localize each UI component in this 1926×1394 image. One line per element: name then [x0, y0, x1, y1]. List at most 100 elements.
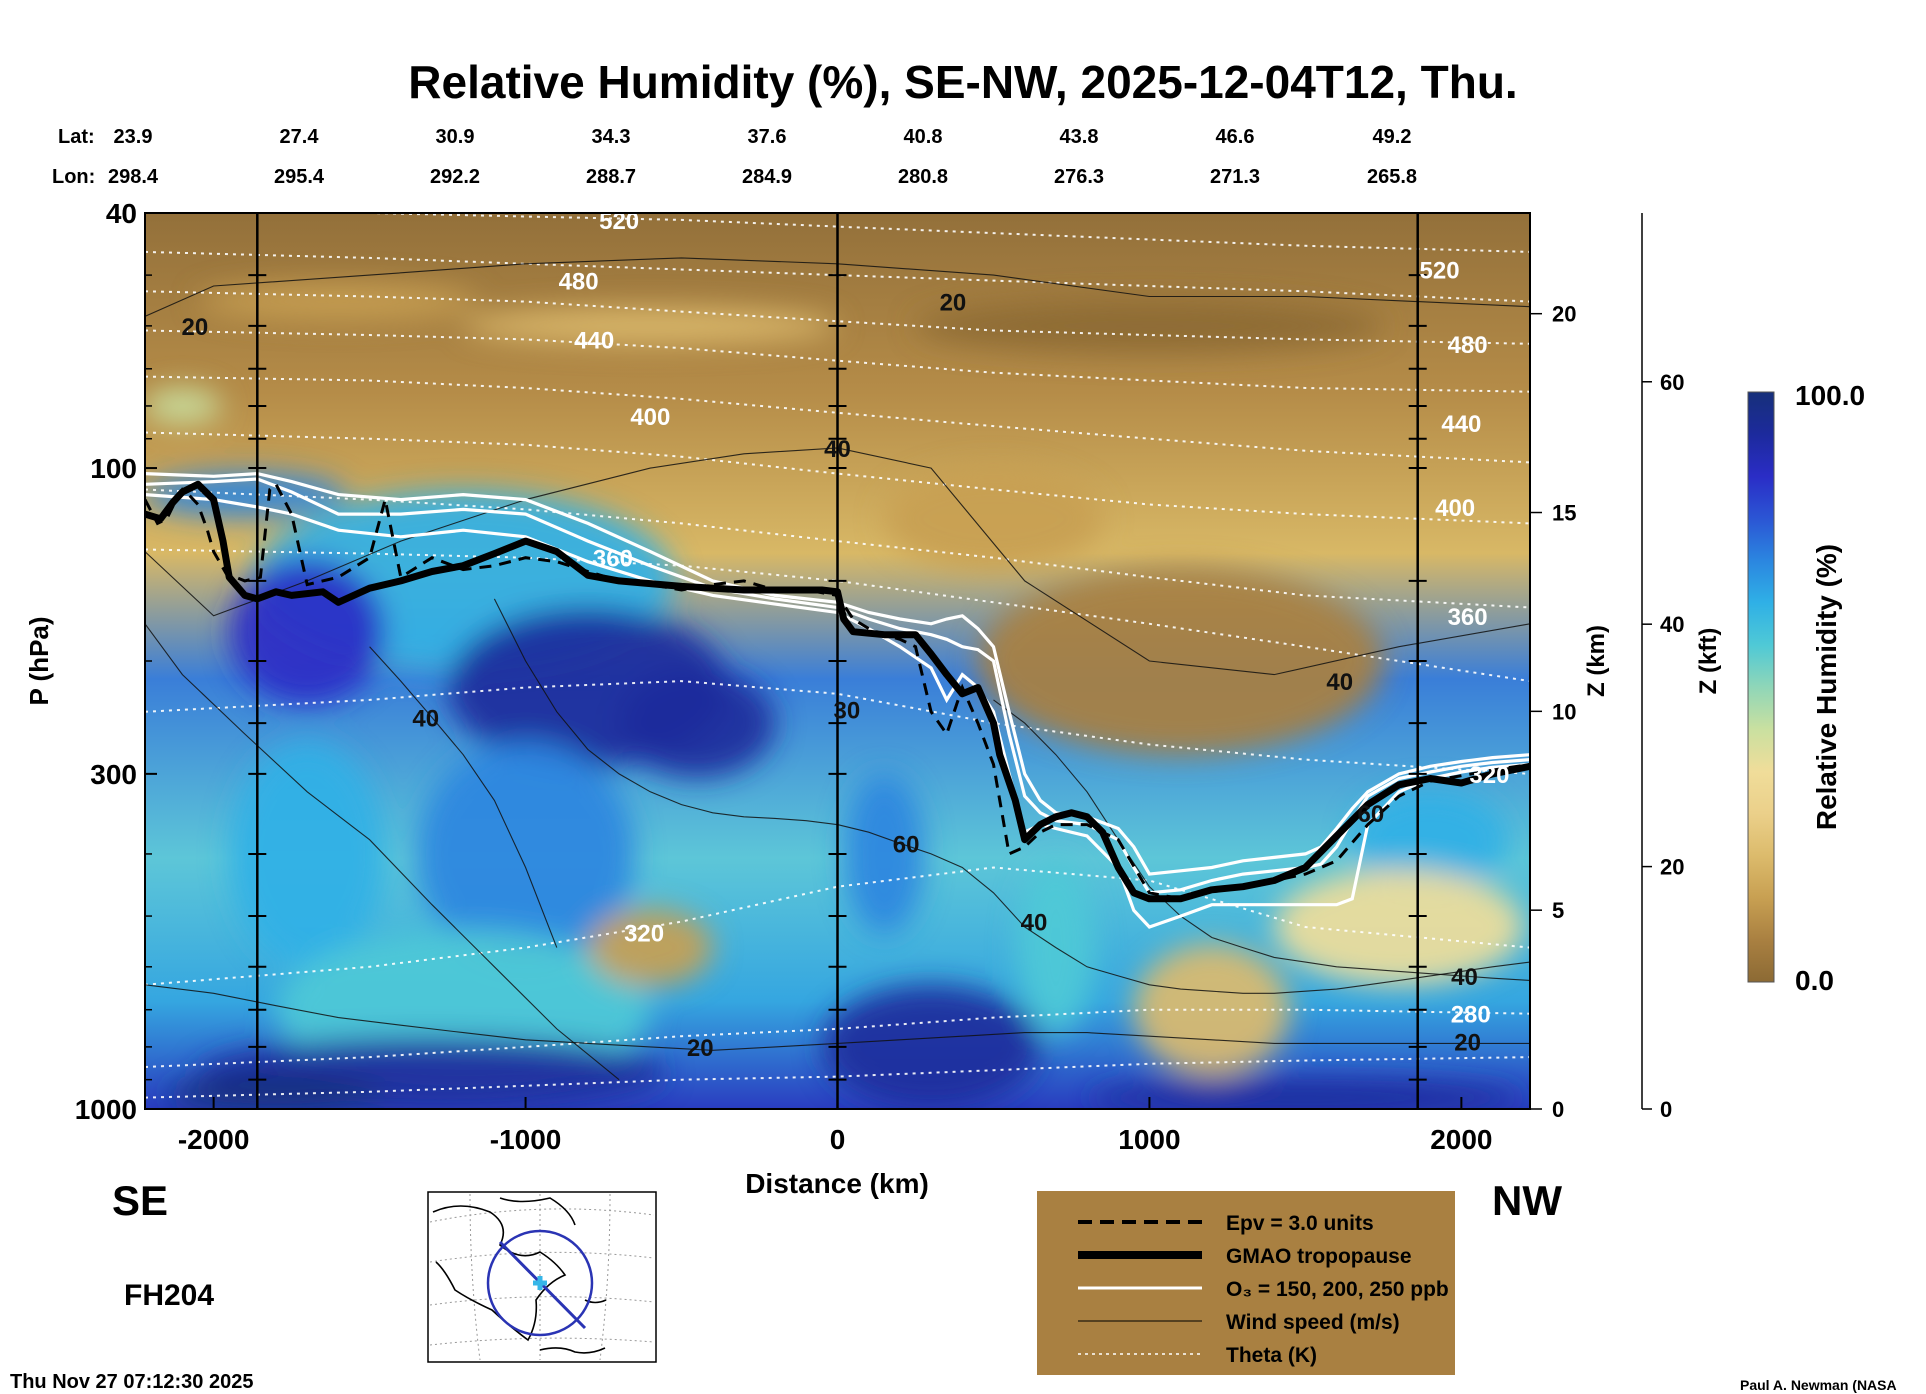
ozone-line-200	[145, 477, 1530, 895]
z-kft-tick-label: 60	[1660, 370, 1684, 395]
colorbar	[1747, 391, 1775, 983]
lon-value: 288.7	[586, 166, 636, 188]
humidity-blob	[229, 741, 386, 967]
contour-labels: 5204804404003603205204804404003603202802…	[182, 208, 1510, 1062]
legend-label: O₃ = 150, 200, 250 ppb	[1226, 1278, 1449, 1301]
z-km-label: Z (km)	[1583, 625, 1610, 697]
direction-right: NW	[1492, 1177, 1562, 1224]
theta-label: 400	[1435, 495, 1475, 522]
theta-label: 400	[630, 404, 670, 431]
lon-value: 292.2	[430, 166, 480, 188]
lat-label: Lat:	[58, 126, 95, 148]
y-tick-label: 300	[90, 759, 137, 790]
forecast-hour: FH204	[124, 1279, 214, 1312]
location-markers	[248, 213, 1427, 1109]
legend-label: Wind speed (m/s)	[1226, 1311, 1400, 1334]
colorbar-max-label: 100.0	[1795, 380, 1865, 411]
theta-label: 440	[574, 327, 614, 354]
lon-value: 280.8	[898, 166, 948, 188]
humidity-blob	[587, 908, 713, 987]
z-kft-axis: 0 20 40 60	[1641, 213, 1684, 1122]
humidity-blob	[843, 773, 925, 935]
humidity-blob	[915, 299, 1384, 353]
humidity-blob	[1133, 943, 1290, 1076]
wind-label: 20	[182, 314, 209, 341]
z-km-tick-label: 5	[1552, 898, 1564, 923]
theta-label: 320	[1469, 762, 1509, 789]
wind-label: 40	[824, 436, 851, 463]
theta-label: 360	[593, 546, 633, 573]
y-tick-label: 1000	[75, 1094, 137, 1125]
wind-label: 20	[940, 290, 967, 317]
theta-label: 440	[1441, 411, 1481, 438]
humidity-blob	[198, 283, 479, 320]
humidity-blob	[463, 307, 838, 344]
lat-value: 43.8	[1060, 126, 1099, 148]
theta-label: 480	[1448, 332, 1488, 359]
z-kft-tick-label: 20	[1660, 855, 1684, 880]
theta-label: 280	[1451, 1002, 1491, 1029]
tropopause-line	[145, 480, 1530, 903]
z-km-axis: 0 5 10 15 20	[1530, 302, 1576, 1122]
pressure-axis: 1000 300 100 40	[75, 198, 157, 1125]
y-axis-label: P (hPa)	[24, 616, 54, 705]
theta-contours	[145, 213, 1530, 1099]
lon-value: 295.4	[274, 166, 325, 188]
lat-value: 30.9	[436, 126, 475, 148]
lat-value: 49.2	[1373, 126, 1412, 148]
wind-speed-contours	[145, 257, 1530, 1081]
humidity-blob	[821, 984, 1041, 1109]
theta-line	[145, 866, 1530, 986]
y-tick-label: 100	[90, 453, 137, 484]
wind-label: 30	[834, 697, 861, 724]
humidity-blob	[1274, 868, 1524, 986]
z-kft-tick-label: 40	[1660, 612, 1684, 637]
z-kft-label: Z (kft)	[1695, 628, 1722, 695]
z-km-tick-label: 10	[1552, 699, 1576, 724]
lon-value: 276.3	[1054, 166, 1104, 188]
legend: Epv = 3.0 units GMAO tropopause O₃ = 150, …	[1037, 1191, 1455, 1375]
legend-label: Epv = 3.0 units	[1226, 1212, 1374, 1235]
theta-line	[145, 680, 1530, 775]
lat-value: 34.3	[592, 126, 631, 148]
lat-value: 40.8	[904, 126, 943, 148]
wind-label: 20	[1454, 1030, 1481, 1057]
wind-label: 40	[1021, 910, 1048, 937]
z-km-tick-label: 20	[1552, 302, 1576, 327]
timestamp: Thu Nov 27 07:12:30 2025	[10, 1371, 253, 1393]
wind-label: 40	[1451, 964, 1478, 991]
plot-area: 5204804404003603205204804404003603202802…	[145, 208, 1530, 1109]
wind-speed-line	[993, 699, 1530, 981]
x-tick-label: 2000	[1430, 1124, 1492, 1155]
wind-label: 40	[412, 705, 439, 732]
theta-label: 360	[1448, 604, 1488, 631]
wind-label: 60	[893, 831, 920, 858]
z-km-tick-label: 15	[1552, 501, 1576, 526]
colorbar-min-label: 0.0	[1795, 965, 1834, 996]
theta-label: 520	[599, 208, 639, 235]
wind-speed-line	[493, 598, 1530, 994]
theta-label: 520	[1420, 257, 1460, 284]
colorbar-title: Relative Humidity (%)	[1811, 544, 1842, 830]
humidity-blob	[166, 1076, 386, 1109]
theta-label: 480	[559, 269, 599, 296]
ozone-line-150	[145, 471, 1530, 876]
lon-value: 265.8	[1367, 166, 1417, 188]
z-km-tick-label: 0	[1552, 1097, 1564, 1122]
humidity-blob	[1352, 788, 1509, 891]
humidity-field	[145, 283, 1524, 1109]
distance-axis: -2000 -1000 0 1000 2000	[178, 1097, 1493, 1155]
x-axis-label: Distance (km)	[745, 1168, 929, 1199]
theta-line	[145, 548, 1530, 683]
wind-label: 40	[1326, 669, 1353, 696]
humidity-blob	[884, 468, 1103, 570]
lon-label: Lon:	[52, 166, 95, 188]
lon-value: 284.9	[742, 166, 792, 188]
humidity-blob	[145, 387, 222, 424]
humidity-blob	[977, 567, 1384, 755]
lat-value: 46.6	[1216, 126, 1255, 148]
wind-label: 20	[687, 1035, 714, 1062]
x-tick-label: -1000	[490, 1124, 562, 1155]
lon-value: 298.4	[108, 166, 159, 188]
